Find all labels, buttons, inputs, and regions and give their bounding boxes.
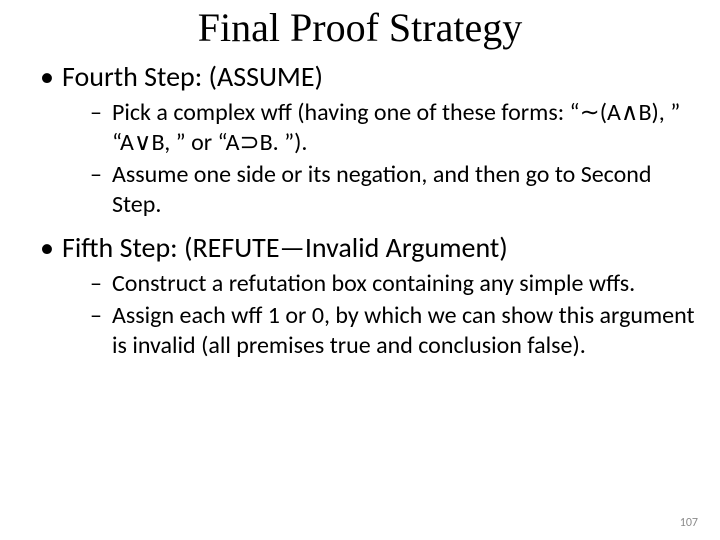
sub-bullet-item: Assign each wff 1 or 0, by which we can …	[90, 301, 696, 361]
sub-bullet-text: Construct a refutation box containing an…	[112, 269, 635, 298]
bullet-list: Fourth Step: (ASSUME) Pick a complex wff…	[0, 59, 720, 361]
bullet-text: Fifth Step: (REFUTE—Invalid Argument)	[62, 230, 508, 265]
sub-bullet-text: Assume one side or its negation, and the…	[112, 160, 652, 219]
bullet-text: Fourth Step: (ASSUME)	[62, 59, 323, 94]
sub-bullet-text: Pick a complex wff (having one of these …	[112, 98, 680, 157]
sub-bullet-text: Assign each wff 1 or 0, by which we can …	[112, 301, 695, 360]
page-number: 107	[680, 516, 698, 530]
bullet-item: Fourth Step: (ASSUME) Pick a complex wff…	[40, 59, 696, 220]
sub-bullet-item: Assume one side or its negation, and the…	[90, 160, 696, 220]
sub-bullet-item: Pick a complex wff (having one of these …	[90, 98, 696, 158]
slide-title: Final Proof Strategy	[0, 4, 720, 51]
sub-bullet-item: Construct a refutation box containing an…	[90, 269, 696, 299]
slide: Final Proof Strategy Fourth Step: (ASSUM…	[0, 4, 720, 540]
bullet-item: Fifth Step: (REFUTE—Invalid Argument) Co…	[40, 230, 696, 361]
sub-bullet-list: Construct a refutation box containing an…	[62, 269, 696, 361]
sub-bullet-list: Pick a complex wff (having one of these …	[62, 98, 696, 220]
